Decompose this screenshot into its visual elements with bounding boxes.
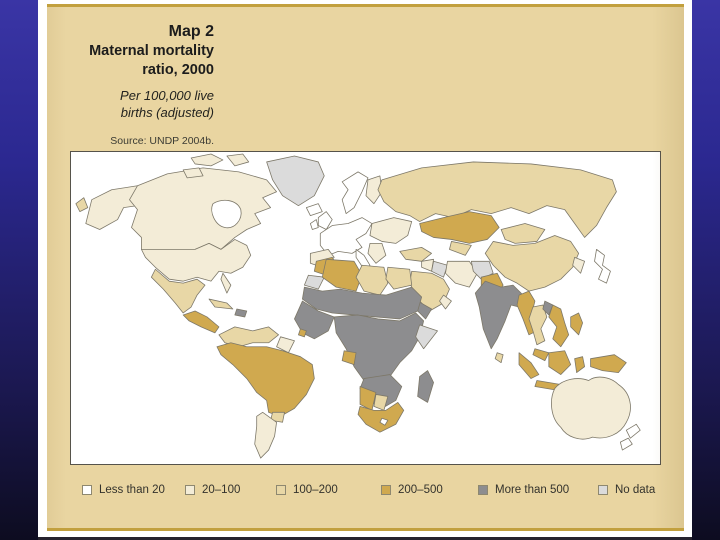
island-borneo [548,350,572,375]
country-iceland [305,203,323,216]
slide: Map 2 Maternal mortality ratio, 2000 Per… [38,0,692,540]
country-gabon [341,350,357,366]
country-usa [141,239,252,282]
arctic-island-1 [190,153,224,167]
country-oman [439,294,452,310]
country-botswana [373,394,389,411]
country-somalia [415,324,438,350]
country-philippines [570,312,584,336]
country-cuba [208,298,234,310]
country-egypt [385,266,413,290]
country-russia [377,161,617,238]
arctic-island-2 [226,153,250,167]
figure-title-2: ratio, 2000 [142,62,214,78]
country-iran [445,260,478,288]
figure-source: Source: UNDP 2004b. [110,135,214,147]
legend-item-20-100: 20–100 [185,484,240,496]
country-vietnam-cambodia [548,304,570,348]
country-laos [542,300,554,316]
legend-item-200-500: 200–500 [381,484,443,496]
country-new-zealand-north [625,423,641,439]
region-balkans [367,243,387,264]
legend-label: 200–500 [398,484,443,496]
island-sulawesi [574,356,585,373]
country-papua-new-guinea [590,354,627,373]
country-india [474,280,524,350]
region-central-east-africa [333,312,425,387]
legend-item-100-200: 100–200 [276,484,338,496]
country-western-sahara [303,274,325,290]
country-haiti-dr [234,308,248,318]
legend-item-no-data: No data [598,484,655,496]
legend-swatch-less-than-20 [82,485,92,495]
country-south-africa [357,401,405,433]
country-japan [594,248,611,284]
country-mongolia [500,223,546,244]
country-malaysia [532,348,550,362]
map-legend: Less than 20 20–100 100–200 200–500 More… [47,484,684,510]
country-uk [317,211,333,230]
region-west-africa [294,300,335,340]
legend-swatch-more-than-500 [478,485,488,495]
country-korea [572,256,585,274]
legend-label: No data [615,484,656,496]
legend-item-less-than-20: Less than 20 [82,484,165,496]
region-eastern-europe [369,217,413,244]
region-central-america [182,310,220,334]
arctic-island-3 [182,167,204,179]
hudson-bay [211,199,242,229]
legend-swatch-100-200 [276,485,286,495]
country-iraq [431,260,448,278]
country-russia-tip [75,197,89,213]
country-ireland [309,219,319,230]
legend-label: More than 500 [495,484,570,496]
country-sri-lanka [494,352,504,364]
country-paraguay [270,411,285,423]
legend-swatch-200-500 [381,485,391,495]
legend-label: Less than 20 [99,484,165,496]
country-brazil-andes [216,342,315,417]
country-china [484,235,580,292]
country-canada [129,167,277,250]
country-mexico [150,268,206,314]
country-sierra-leone [298,328,307,338]
country-new-zealand-south [619,437,633,451]
figure-unit-2: births (adjusted) [120,105,214,120]
country-argentina-chile [254,411,277,459]
country-thailand [528,304,548,346]
figure-number: Map 2 [168,23,214,40]
country-turkey [399,246,432,262]
slide-bottom-edge [38,537,692,540]
country-libya [355,264,389,296]
region-central-asia [449,241,472,256]
legend-swatch-no-data [598,485,608,495]
island-sumatra [518,352,540,379]
legend-swatch-20-100 [185,485,195,495]
figure-header: Map 2 Maternal mortality ratio, 2000 Per… [47,21,214,147]
legend-item-more-than-500: More than 500 [478,484,569,496]
figure-title-1: Maternal mortality [89,43,214,59]
country-norway-sweden [341,171,369,215]
figure-panel: Map 2 Maternal mortality ratio, 2000 Per… [47,4,684,531]
legend-label: 100–200 [293,484,338,496]
country-kazakhstan [419,211,500,244]
country-madagascar [417,370,434,403]
legend-label: 20–100 [202,484,241,496]
country-finland [365,175,383,205]
world-map-frame [70,151,661,465]
usa-florida [220,272,232,294]
country-lesotho [379,417,389,426]
country-greenland [266,155,325,207]
country-algeria [321,258,363,292]
figure-unit-1: Per 100,000 live [120,88,214,103]
region-sahel-sudan [302,286,423,320]
world-choropleth-map [75,153,641,459]
country-australia [551,376,631,440]
